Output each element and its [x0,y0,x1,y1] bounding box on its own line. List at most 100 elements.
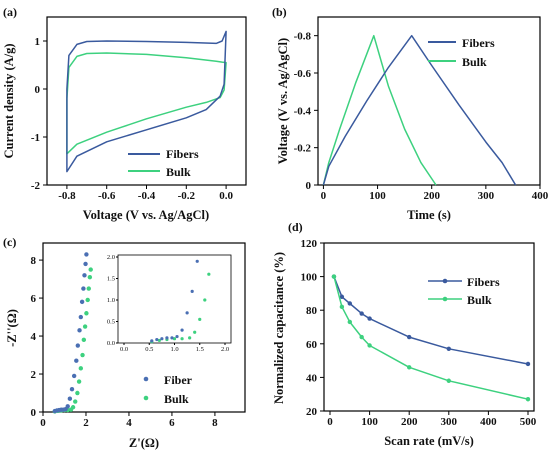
panel-b-frame [317,16,541,186]
nyquist-point-bulk [84,311,89,316]
inset-point-bulk [193,330,197,334]
panel-d-legend: Fibers Bulk [428,275,500,307]
capacitance-point-fibers [525,361,531,367]
x-tick-label: 300 [478,190,495,202]
nyquist-point-fiber [84,252,89,257]
x-tick-label: 300 [441,416,458,428]
panel-b: (b) 0 100 200 300 400 0 -0.2 -0.4 -0.6 -0.8 Time … [272,5,549,222]
y-tick-label: -1 [31,132,40,144]
x-tick-label: 1.0 [170,346,178,353]
nyquist-point-bulk [80,352,85,358]
panel-c-label: (c) [3,235,16,249]
x-tick-label: 100 [369,190,386,202]
inset-point-fiber [150,339,154,343]
inset-point-fiber [165,336,169,340]
y-tick-label: 1 [35,36,41,48]
x-tick-label: 500 [520,416,537,428]
capacitance-line-fibers [333,276,529,365]
inset-point-fiber [160,337,164,341]
nyquist-point-bulk [76,379,82,384]
nyquist-point-fiber [81,286,86,291]
inset-point-fiber [170,336,174,340]
inset-point-fiber [155,337,159,342]
panel-a: (a) -0.8 -0.6 -0.4 -0.2 0.0 -2 -1 0 1 Voltage (V… [2,5,247,222]
y-tick-label: 4 [31,331,37,343]
capacitance-point-fibers [339,294,345,299]
nyquist-point-bulk [70,405,76,410]
inset-point-fiber [195,259,199,263]
x-tick-label: 0.5 [145,346,153,353]
capacitance-point-bulk [407,365,412,370]
y-tick-label: 0 [35,84,41,96]
capacitance-line-bulk [333,276,529,400]
legend-label-bulk: Bulk [467,293,492,307]
inset-point-fiber [185,311,189,315]
legend-marker-bulk [143,395,149,401]
nyquist-point-fiber [69,387,75,392]
capacitance-point-bulk [347,319,352,325]
x-tick-label: -0.2 [178,190,196,202]
nyquist-point-fiber [82,273,87,278]
y-tick-label: -0.6 [294,68,312,80]
nyquist-point-fiber [77,328,82,333]
panel-d-frame [323,242,535,412]
y-tick-label: 20 [306,406,318,418]
y-tick-label: 60 [306,339,318,351]
nyquist-point-fiber [65,404,70,409]
panel-c-ylabel: -Z''(Ω) [5,309,19,347]
panel-c-inset: 0.0 0.5 1.0 1.5 2.0 0.0 0.5 1.0 1.5 2.0 [107,254,232,353]
x-tick-label: -0.4 [138,190,156,202]
y-tick-label: 40 [306,372,318,384]
panel-b-label: (b) [272,5,287,19]
y-tick-label: 8 [31,255,37,267]
gcd-curve-bulk [322,34,437,186]
inset-point-bulk [198,317,202,321]
panel-d-xlabel: Scan rate (mV/s) [384,434,474,448]
legend-marker-fiber [143,376,149,382]
panel-d-label: (d) [288,220,303,234]
legend-label-fibers: Fibers [467,275,500,289]
nyquist-point-fiber [75,343,81,348]
panel-a-legend: Fibers Bulk [128,147,199,179]
y-tick-label: -0.4 [294,105,312,117]
nyquist-point-bulk [88,267,93,272]
capacitance-point-fibers [359,311,364,316]
legend-marker-bulk [442,296,448,302]
nyquist-point-fiber [79,299,85,305]
legend-label-fibers: Fibers [166,147,199,161]
nyquist-point-fiber [78,314,84,320]
y-tick-label: 1.0 [107,297,115,304]
nyquist-point-bulk [75,390,80,396]
y-tick-label: 2.0 [107,254,115,261]
inset-point-fiber [175,334,179,339]
cv-curve-fibers [66,30,227,173]
x-tick-label: 200 [401,416,418,428]
y-tick-label: -0.8 [294,31,312,43]
x-tick-label: 200 [423,190,440,202]
panel-c-legend: Fiber Bulk [143,373,193,406]
x-tick-label: 0.0 [219,190,233,202]
x-tick-label: 100 [361,416,378,428]
x-tick-label: 6 [169,417,175,429]
panel-a-xlabel: Voltage (V vs. Ag/AgCl) [83,208,209,222]
capacitance-point-fibers [347,301,352,306]
x-tick-label: 2.0 [221,346,229,353]
capacitance-point-bulk [367,343,372,348]
inset-point-bulk [172,337,177,341]
x-tick-label: 0 [321,190,327,202]
panel-d: (d) 0 100 200 300 400 500 20 40 60 80 100 120 Scan … [272,220,537,448]
nyquist-point-bulk [87,274,93,280]
inset-point-bulk [157,338,161,343]
x-tick-label: -0.6 [98,190,116,202]
inset-frame [117,254,232,344]
nyquist-point-bulk [82,324,88,329]
nyquist-point-bulk [73,399,78,404]
nyquist-point-bulk [86,286,91,291]
panel-c-xlabel: Z'(Ω) [129,436,159,450]
x-tick-label: 4 [126,417,132,429]
y-tick-label: 80 [306,305,318,317]
legend-label-bulk: Bulk [166,165,191,179]
capacitance-point-bulk [525,397,531,402]
y-tick-label: 0.0 [107,340,115,347]
panel-b-xlabel: Time (s) [407,208,451,222]
